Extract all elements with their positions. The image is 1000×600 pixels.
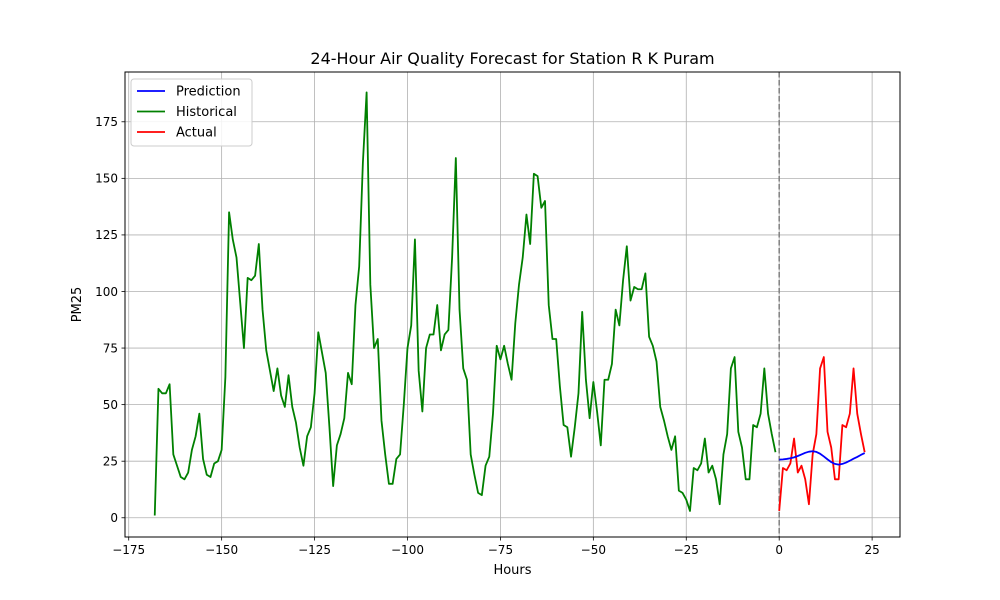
x-tick-label: −25	[674, 543, 699, 557]
y-tick-label: 0	[110, 511, 118, 525]
legend-label-historical: Historical	[176, 105, 237, 120]
y-tick-label: 25	[103, 454, 118, 468]
chart-title: 24-Hour Air Quality Forecast for Station…	[310, 49, 714, 68]
x-tick-label: −100	[391, 543, 424, 557]
x-axis-ticks: −175 −150 −125 −100 −75 −50 −25 0 25	[112, 537, 880, 557]
legend-label-actual: Actual	[176, 126, 217, 141]
y-tick-label: 125	[95, 228, 118, 242]
x-tick-label: −175	[112, 543, 145, 557]
series-line-actual	[778, 356, 866, 512]
y-axis-label: PM25	[70, 287, 85, 323]
legend: Prediction Historical Actual	[130, 78, 253, 147]
y-tick-label: 100	[95, 285, 118, 299]
y-tick-label: 50	[103, 398, 118, 412]
x-tick-label: −125	[298, 543, 331, 557]
series-line-prediction	[779, 450, 866, 466]
x-axis-label: Hours	[493, 563, 531, 578]
x-tick-label: 25	[864, 543, 879, 557]
series-line-historical	[153, 91, 777, 516]
x-tick-label: −50	[581, 543, 606, 557]
x-tick-label: −75	[488, 543, 513, 557]
y-axis-ticks: 0 25 50 75 100 125 150 175	[95, 115, 125, 525]
y-tick-label: 175	[95, 115, 118, 129]
plot-frame	[124, 71, 901, 538]
y-tick-label: 75	[103, 341, 118, 355]
series-layer	[153, 91, 866, 516]
x-tick-label: −150	[205, 543, 238, 557]
legend-label-prediction: Prediction	[176, 85, 241, 100]
x-tick-label: 0	[775, 543, 783, 557]
y-tick-label: 150	[95, 172, 118, 186]
legend-box	[130, 78, 253, 147]
